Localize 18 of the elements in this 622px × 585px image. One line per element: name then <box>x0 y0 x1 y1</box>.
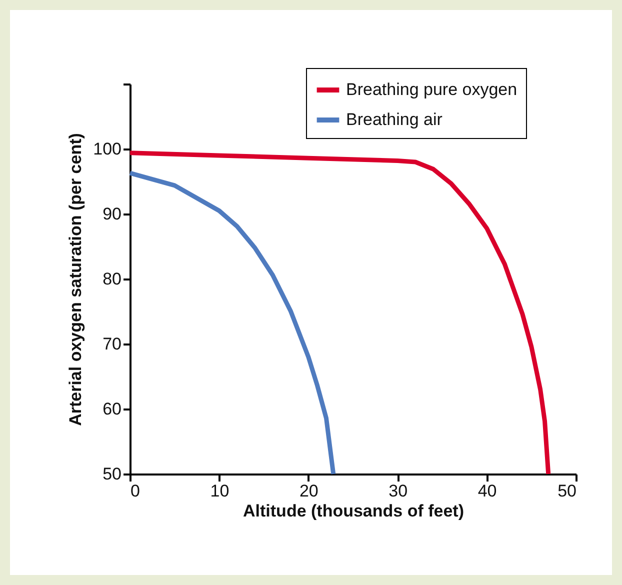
line-series <box>128 170 336 476</box>
y-tick-label: 80 <box>102 270 122 288</box>
y-tick-label: 100 <box>93 140 122 158</box>
x-axis-title: Altitude (thousands of feet) <box>243 502 464 520</box>
legend-label: Breathing pure oxygen <box>346 80 518 99</box>
y-tick-label: 60 <box>102 400 122 418</box>
x-tick-label: 30 <box>388 482 408 500</box>
line-series <box>128 150 551 476</box>
x-tick-label: 0 <box>130 482 140 500</box>
y-tick-label: 70 <box>102 334 122 354</box>
legend-label: Breathing air <box>346 110 443 129</box>
y-axis-title: Arterial oxygen saturation (per cent) <box>66 133 86 426</box>
y-tick-label: 90 <box>102 204 122 224</box>
y-tick-label: 50 <box>102 464 122 484</box>
x-tick-label: 40 <box>478 482 497 500</box>
x-tick-label: 50 <box>558 482 576 500</box>
x-tick-label: 20 <box>299 482 318 500</box>
x-tick-label: 10 <box>210 482 230 500</box>
